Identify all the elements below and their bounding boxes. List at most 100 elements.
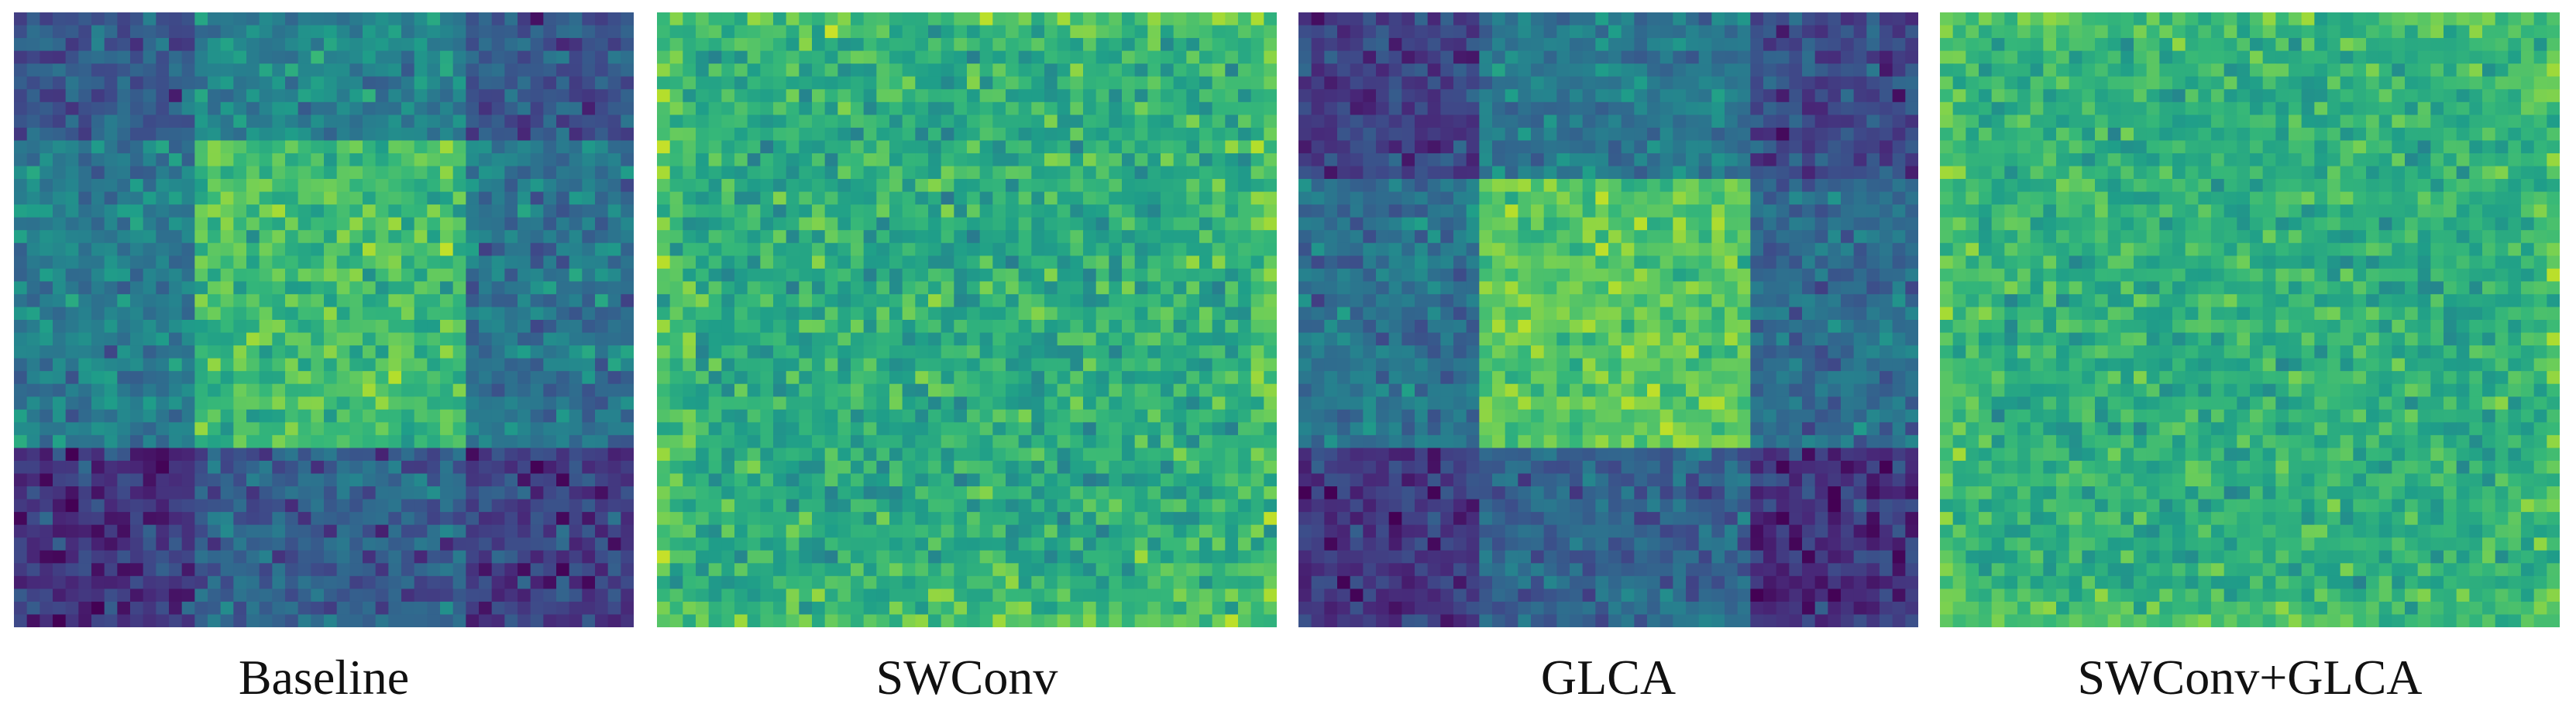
heatmap-cell bbox=[1698, 64, 1712, 77]
heatmap-cell bbox=[1083, 166, 1097, 180]
heatmap-cell bbox=[747, 345, 761, 359]
heatmap-cell bbox=[734, 101, 748, 115]
heatmap-cell bbox=[1866, 50, 1880, 64]
heatmap-cell bbox=[104, 115, 118, 129]
heatmap-cell bbox=[427, 268, 441, 282]
heatmap-cell bbox=[1006, 320, 1020, 334]
heatmap-cell bbox=[721, 371, 735, 385]
heatmap-cell bbox=[1044, 127, 1058, 142]
heatmap-cell bbox=[824, 76, 838, 90]
heatmap-cell bbox=[1492, 89, 1506, 103]
heatmap-cell bbox=[902, 396, 916, 410]
heatmap-cell bbox=[582, 64, 596, 77]
heatmap-cell bbox=[657, 281, 671, 295]
heatmap-cell bbox=[233, 256, 247, 269]
heatmap-cell bbox=[1095, 115, 1109, 129]
heatmap-cell bbox=[1388, 76, 1402, 90]
heatmap-cell bbox=[979, 281, 993, 295]
heatmap-cell bbox=[582, 191, 596, 205]
heatmap-cell bbox=[259, 371, 273, 385]
heatmap-cell bbox=[954, 76, 968, 90]
heatmap-cell bbox=[1853, 38, 1867, 52]
heatmap-cell bbox=[876, 409, 890, 423]
heatmap-cell bbox=[1044, 217, 1058, 231]
heatmap-cell bbox=[799, 434, 813, 449]
heatmap-cell bbox=[194, 396, 208, 410]
heatmap-cell bbox=[452, 50, 466, 64]
heatmap-cell bbox=[967, 293, 981, 308]
heatmap-cell bbox=[1337, 38, 1351, 52]
heatmap-cell bbox=[1225, 345, 1239, 359]
heatmap-cell bbox=[181, 153, 195, 167]
heatmap-cell bbox=[1173, 268, 1187, 282]
heatmap-cell bbox=[582, 89, 596, 103]
heatmap-cell bbox=[375, 76, 389, 90]
heatmap-cell bbox=[902, 293, 916, 308]
heatmap-cell bbox=[259, 460, 273, 475]
heatmap-cell bbox=[863, 166, 877, 180]
heatmap-cell bbox=[851, 166, 865, 180]
heatmap-cell bbox=[582, 204, 596, 218]
heatmap-cell bbox=[1440, 12, 1454, 26]
heatmap-cell bbox=[427, 204, 441, 218]
heatmap-cell bbox=[851, 268, 865, 282]
heatmap-cell bbox=[1264, 422, 1277, 436]
heatmap-cell bbox=[734, 256, 748, 269]
heatmap-cell bbox=[375, 499, 389, 513]
heatmap-cell bbox=[130, 191, 144, 205]
heatmap-cell bbox=[902, 563, 916, 577]
heatmap-cell bbox=[979, 217, 993, 231]
heatmap-cell bbox=[1083, 460, 1097, 475]
heatmap-cell bbox=[569, 396, 583, 410]
heatmap-cell bbox=[747, 358, 761, 372]
heatmap-cell bbox=[233, 422, 247, 436]
heatmap-cell bbox=[1070, 434, 1084, 449]
heatmap-cell bbox=[452, 76, 466, 90]
heatmap-cell bbox=[208, 115, 222, 129]
heatmap-cell bbox=[143, 12, 156, 26]
heatmap-cell bbox=[1147, 524, 1161, 538]
heatmap-cell bbox=[1250, 242, 1264, 256]
heatmap-cell bbox=[1147, 268, 1161, 282]
heatmap-cell bbox=[143, 320, 156, 334]
heatmap-cell bbox=[427, 537, 441, 551]
heatmap-cell bbox=[194, 89, 208, 103]
heatmap-cell bbox=[1057, 332, 1071, 346]
heatmap-cell bbox=[1250, 293, 1264, 308]
heatmap-cell bbox=[156, 409, 170, 423]
heatmap-cell bbox=[1095, 345, 1109, 359]
heatmap-cell bbox=[1083, 256, 1097, 269]
heatmap-cell bbox=[669, 179, 683, 193]
heatmap-cell bbox=[1173, 101, 1187, 115]
heatmap-cell bbox=[1006, 140, 1020, 154]
heatmap-cell bbox=[708, 320, 722, 334]
heatmap-cell bbox=[734, 383, 748, 397]
heatmap-cell bbox=[1388, 89, 1402, 103]
heatmap-cell bbox=[1134, 512, 1148, 526]
heatmap-cell bbox=[876, 76, 890, 90]
heatmap-cell bbox=[388, 281, 402, 295]
heatmap-cell bbox=[799, 396, 813, 410]
heatmap-cell bbox=[1095, 460, 1109, 475]
heatmap-cell bbox=[388, 127, 402, 142]
heatmap-cell bbox=[1147, 64, 1161, 77]
heatmap-cell bbox=[40, 25, 53, 39]
heatmap-cell bbox=[1109, 345, 1123, 359]
heatmap-cell bbox=[259, 89, 273, 103]
heatmap-cell bbox=[607, 25, 621, 39]
heatmap-cell bbox=[1186, 345, 1200, 359]
heatmap-cell bbox=[1173, 601, 1187, 616]
heatmap-cell bbox=[375, 332, 389, 346]
heatmap-cell bbox=[876, 204, 890, 218]
heatmap-cell bbox=[91, 486, 105, 500]
heatmap-cell bbox=[104, 575, 118, 589]
heatmap-cell bbox=[349, 320, 363, 334]
heatmap-cell bbox=[607, 422, 621, 436]
heatmap-cell bbox=[1518, 12, 1532, 26]
heatmap-cell bbox=[1186, 434, 1200, 449]
heatmap-cell bbox=[954, 537, 968, 551]
heatmap-cell bbox=[40, 307, 53, 321]
heatmap-cell bbox=[285, 217, 299, 231]
heatmap-cell bbox=[414, 345, 428, 359]
heatmap-cell bbox=[375, 345, 389, 359]
